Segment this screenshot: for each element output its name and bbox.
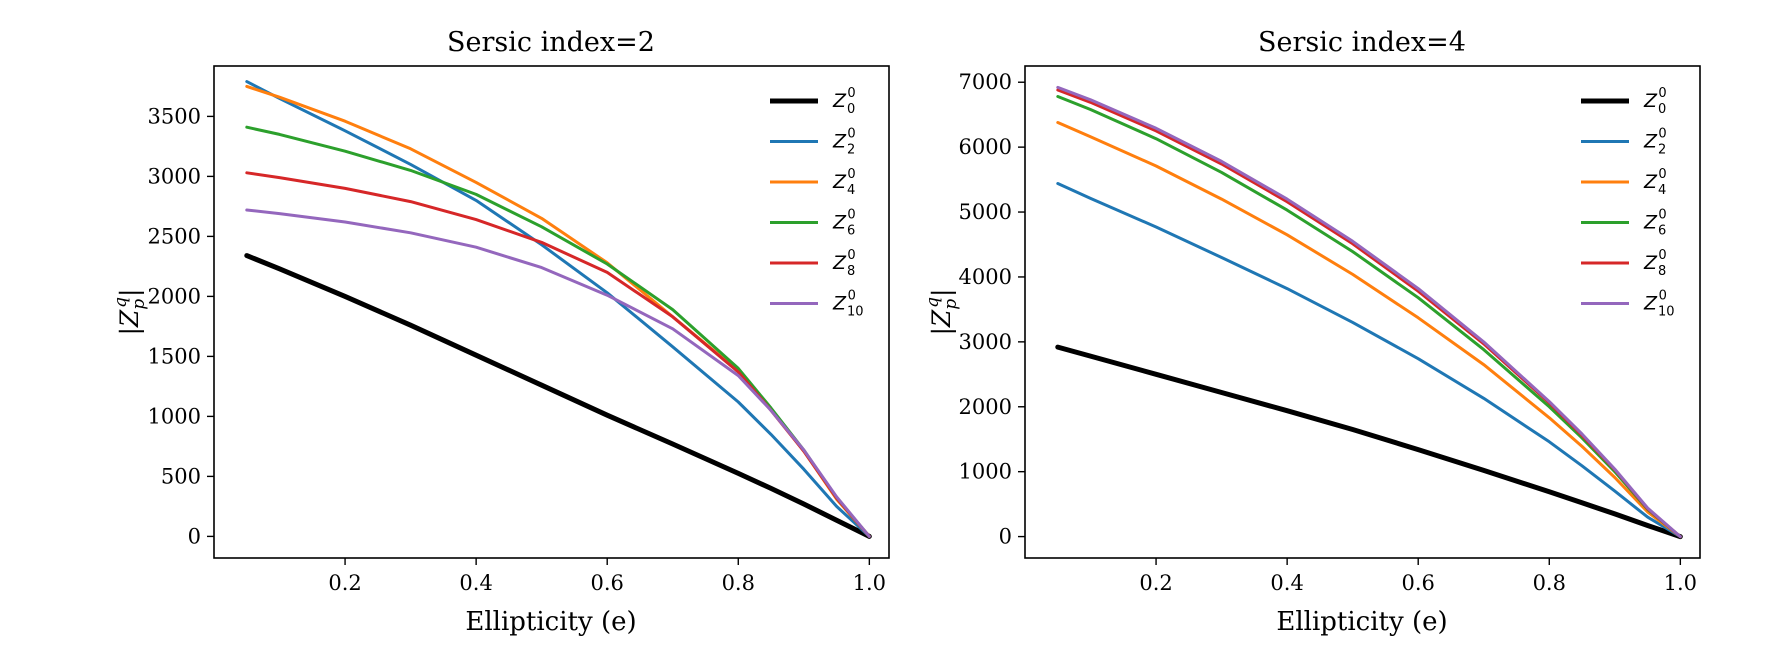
y-tick-label: 0	[188, 524, 201, 548]
x-tick-label: 0.4	[1270, 571, 1303, 595]
plot-title: Sersic index=2	[447, 27, 655, 58]
y-tick-label: 1000	[959, 460, 1012, 484]
legend-label: Z20	[1643, 127, 1667, 158]
x-tick-label: 0.2	[1139, 571, 1172, 595]
x-axis-label: Ellipticity (e)	[465, 607, 636, 637]
y-tick-label: 3500	[148, 104, 201, 128]
y-tick-label: 2000	[148, 284, 201, 308]
plot-title: Sersic index=4	[1258, 27, 1466, 58]
legend: Z00 Z20 Z40 Z60 Z80 Z100	[1581, 86, 1675, 320]
x-tick-label: 0.6	[591, 571, 624, 595]
y-axis-label: |Zpq|	[923, 288, 961, 335]
legend-label: Z00	[832, 86, 856, 117]
series-line-z-0-0	[244, 253, 872, 539]
plot-frame	[1024, 65, 1701, 559]
plot-sersic-index-2: Sersic index=2 0.2 0.4 0.6 0.8 1.0 0 500 1000 1…	[111, 27, 890, 637]
series-line-z-10-0	[1056, 85, 1682, 539]
legend-label: Z100	[832, 289, 864, 320]
legend: Z00 Z20 Z40 Z60 Z80 Z100	[770, 86, 864, 320]
y-tick-label: 1500	[148, 344, 201, 368]
series-line-z-4-0	[1056, 121, 1682, 539]
legend-label: Z100	[1643, 289, 1675, 320]
series-line-z-2-0	[245, 80, 871, 538]
y-tick-label: 7000	[959, 70, 1012, 94]
y-tick-label: 3000	[148, 164, 201, 188]
series-line-z-10-0	[245, 208, 871, 538]
x-tick-label: 1.0	[853, 571, 886, 595]
legend-label: Z00	[1643, 86, 1667, 117]
series-line-z-8-0	[245, 171, 871, 538]
y-tick-label: 1000	[148, 404, 201, 428]
x-axis-label: Ellipticity (e)	[1276, 607, 1447, 637]
legend-label: Z40	[832, 167, 856, 198]
legend-label: Z80	[1643, 248, 1667, 279]
y-tick-label: 2500	[148, 224, 201, 248]
legend-label: Z60	[1643, 208, 1667, 239]
series-line-z-4-0	[245, 84, 871, 538]
legend-label: Z60	[832, 208, 856, 239]
y-tick-label: 6000	[959, 135, 1012, 159]
x-tick-label: 0.8	[1533, 571, 1566, 595]
y-tick-label: 0	[999, 525, 1012, 549]
legend-label: Z80	[832, 248, 856, 279]
x-tick-label: 0.2	[328, 571, 361, 595]
legend-label: Z20	[832, 127, 856, 158]
y-tick-label: 5000	[959, 200, 1012, 224]
legend-label: Z40	[1643, 167, 1667, 198]
y-axis-label: |Zpq|	[111, 288, 149, 335]
x-tick-label: 0.6	[1402, 571, 1435, 595]
x-tick-label: 0.4	[459, 571, 492, 595]
series-line-z-2-0	[1056, 182, 1682, 539]
y-tick-label: 4000	[959, 265, 1012, 289]
y-tick-label: 3000	[959, 330, 1012, 354]
plot-frame	[213, 65, 890, 559]
y-tick-label: 500	[161, 464, 201, 488]
series-line-z-0-0	[1055, 344, 1683, 540]
x-tick-label: 0.8	[722, 571, 755, 595]
x-tick-label: 1.0	[1664, 571, 1697, 595]
y-tick-label: 2000	[959, 395, 1012, 419]
plot-sersic-index-4: Sersic index=4 0.2 0.4 0.6 0.8 1.0 0 1000 2000…	[923, 27, 1701, 637]
